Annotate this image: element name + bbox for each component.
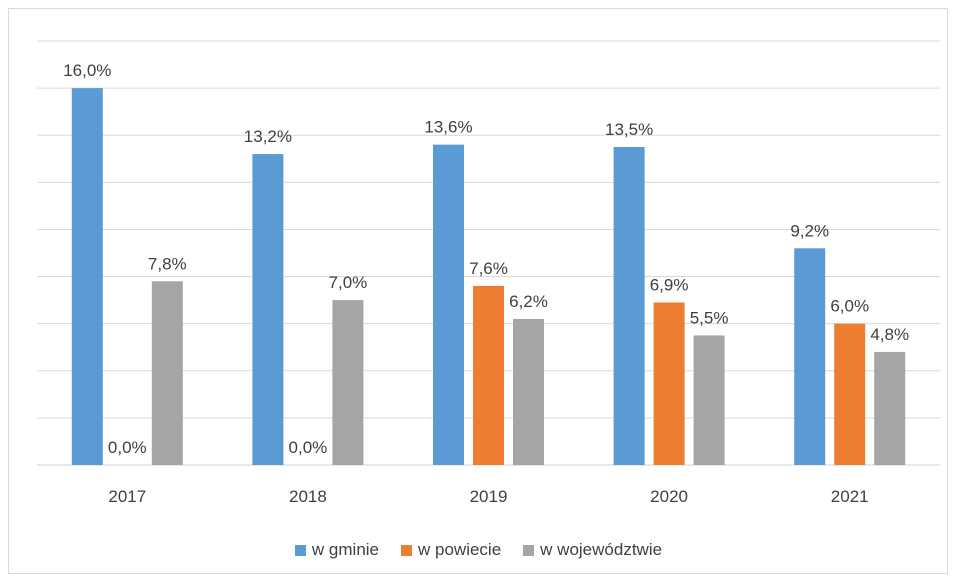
data-label: 5,5% bbox=[690, 308, 729, 327]
legend-item-powiat: w powiecie bbox=[401, 540, 501, 560]
bar-w-gminie-2018 bbox=[252, 154, 284, 466]
gridlines bbox=[37, 40, 940, 466]
data-label: 6,0% bbox=[830, 297, 869, 316]
x-tick-label: 2017 bbox=[108, 487, 146, 506]
legend-swatch-gmina bbox=[294, 544, 306, 556]
data-label: 0,0% bbox=[108, 438, 147, 457]
bar-w-województwie-2020 bbox=[693, 335, 725, 465]
bar-w-powiecie-2020 bbox=[653, 302, 685, 465]
data-label: 13,2% bbox=[244, 127, 292, 146]
data-label: 0,0% bbox=[289, 438, 328, 457]
data-label: 16,0% bbox=[63, 61, 111, 80]
bar-w-gminie-2021 bbox=[794, 248, 826, 465]
x-tick-label: 2019 bbox=[470, 487, 508, 506]
data-label: 13,6% bbox=[424, 118, 472, 137]
data-label: 6,9% bbox=[650, 275, 689, 294]
legend: w gminie w powiecie w województwie bbox=[0, 540, 957, 560]
data-label: 7,0% bbox=[329, 273, 368, 292]
data-label: 6,2% bbox=[509, 292, 548, 311]
x-tick-label: 2021 bbox=[831, 487, 869, 506]
x-tick-label: 2020 bbox=[650, 487, 688, 506]
legend-item-gmina: w gminie bbox=[294, 540, 380, 560]
x-tick-label: 2018 bbox=[289, 487, 327, 506]
bar-w-województwie-2021 bbox=[874, 351, 906, 465]
bar-w-powiecie-2019 bbox=[473, 285, 504, 465]
legend-swatch-wojewodztwo bbox=[523, 544, 535, 556]
legend-label-gmina: w gminie bbox=[311, 540, 380, 559]
x-axis-ticks: 2017 2018 2019 2020 2021 bbox=[108, 487, 868, 506]
bar-w-województwie-2019 bbox=[513, 318, 544, 465]
bars bbox=[71, 88, 906, 466]
data-label: 9,2% bbox=[790, 221, 829, 240]
legend-label-wojewodztwo: w województwie bbox=[540, 540, 663, 559]
data-label: 13,5% bbox=[605, 120, 653, 139]
bar-w-gminie-2019 bbox=[433, 144, 464, 465]
data-labels: 16,0% 0,0% 7,8% 13,2% 0,0% 7,0% 13,6% 7,6%6,2% 1… bbox=[63, 61, 909, 457]
data-label: 7,6% bbox=[469, 259, 508, 278]
bar-w-gminie-2020 bbox=[613, 147, 645, 465]
data-label: 4,8% bbox=[870, 325, 909, 344]
bar-w-gminie-2017 bbox=[71, 88, 103, 465]
bar-w-województwie-2017 bbox=[151, 281, 183, 465]
legend-swatch-powiat bbox=[401, 544, 413, 556]
legend-label-powiat: w powiecie bbox=[418, 540, 502, 559]
bar-w-powiecie-2021 bbox=[834, 323, 866, 465]
data-label: 7,8% bbox=[148, 254, 187, 273]
bar-w-województwie-2018 bbox=[332, 300, 364, 465]
legend-item-wojewodztwo: w województwie bbox=[523, 540, 662, 560]
